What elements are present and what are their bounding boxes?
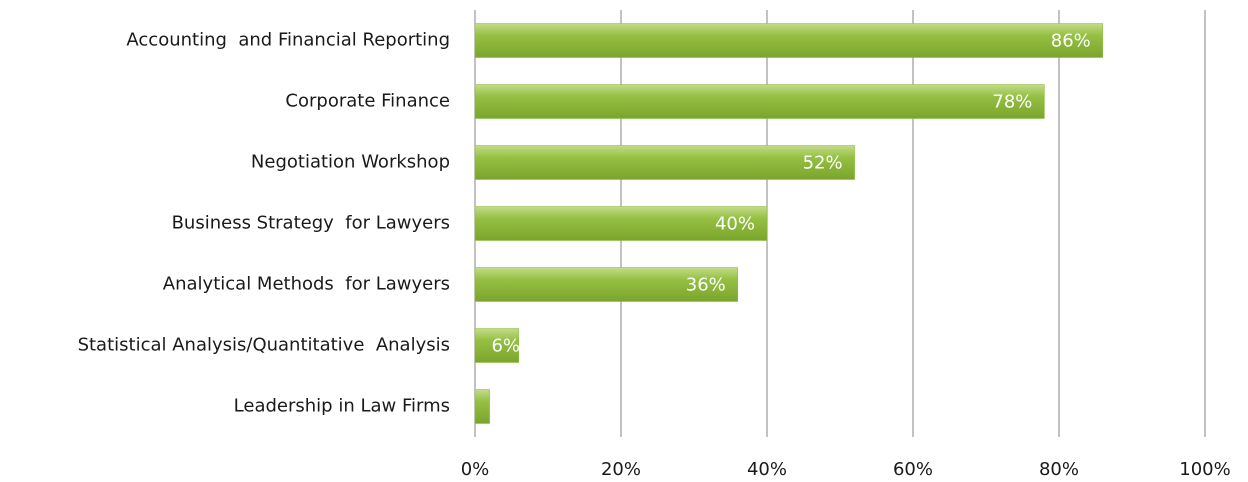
y-tick-label: Analytical Methods for Lawyers bbox=[163, 274, 450, 295]
value-label: 86% bbox=[1051, 31, 1091, 52]
bar bbox=[474, 267, 739, 302]
bar bbox=[474, 23, 1104, 58]
y-tick-label: Business Strategy for Lawyers bbox=[172, 213, 450, 234]
y-tick-label: Accounting and Financial Reporting bbox=[126, 30, 450, 51]
bar bbox=[474, 206, 768, 241]
x-tick-label: 0% bbox=[461, 459, 490, 480]
x-tick-label: 100% bbox=[1179, 459, 1230, 480]
y-tick-label: Negotiation Workshop bbox=[251, 152, 450, 173]
value-label: 78% bbox=[992, 92, 1032, 113]
value-label: 6% bbox=[491, 336, 520, 357]
bar bbox=[474, 389, 490, 424]
x-tick-label: 20% bbox=[601, 459, 641, 480]
x-tick-label: 80% bbox=[1039, 459, 1079, 480]
value-label: 40% bbox=[715, 214, 755, 235]
y-tick-label: Leadership in Law Firms bbox=[234, 396, 450, 417]
x-tick-label: 60% bbox=[893, 459, 933, 480]
value-label: 36% bbox=[686, 275, 726, 296]
bar bbox=[474, 84, 1045, 119]
bar bbox=[474, 145, 855, 180]
bar bbox=[474, 328, 520, 363]
y-tick-label: Statistical Analysis/Quantitative Analys… bbox=[78, 335, 450, 356]
x-tick-label: 40% bbox=[747, 459, 787, 480]
y-tick-label: Corporate Finance bbox=[285, 91, 450, 112]
value-label: 52% bbox=[803, 153, 843, 174]
